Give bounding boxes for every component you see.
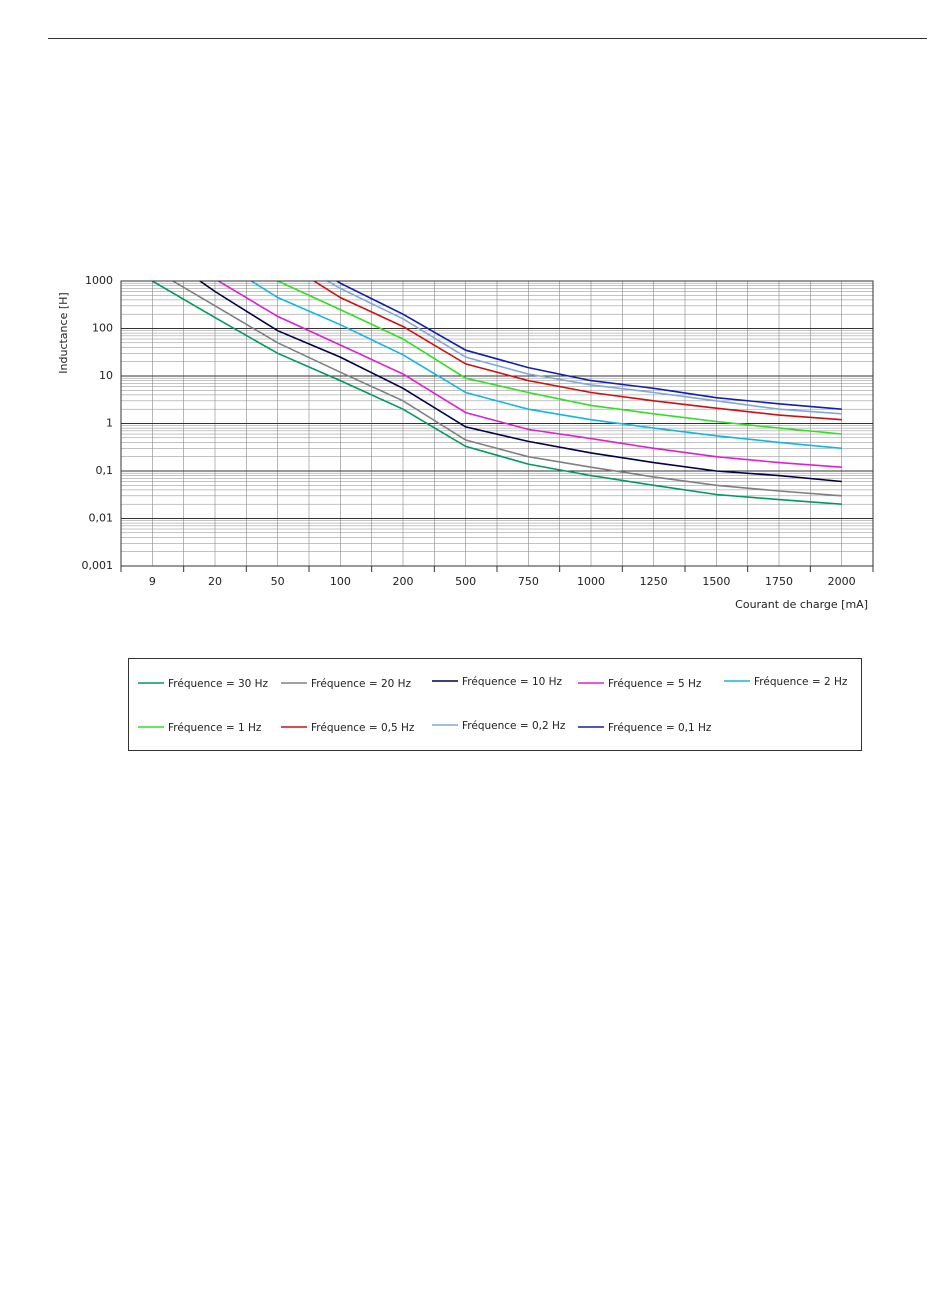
legend-label: Fréquence = 30 Hz xyxy=(168,678,269,690)
x-tick-label: 750 xyxy=(518,575,539,588)
y-tick-label: 0,01 xyxy=(89,512,114,525)
x-tick-label: 1250 xyxy=(640,575,668,588)
series-line xyxy=(325,281,842,415)
lines xyxy=(151,281,842,505)
y-axis-label: Inductance [H] xyxy=(57,292,70,373)
legend-label: Fréquence = 1 Hz xyxy=(168,722,262,734)
series-line xyxy=(312,281,842,421)
x-tick-label: 1000 xyxy=(577,575,605,588)
series-line xyxy=(151,281,842,505)
legend-label: Fréquence = 10 Hz xyxy=(462,676,563,688)
series-line xyxy=(249,281,842,450)
legend-label: Fréquence = 20 Hz xyxy=(311,678,412,690)
series-line xyxy=(171,281,842,497)
y-tick-label: 0,001 xyxy=(82,559,114,572)
x-tick-label: 100 xyxy=(330,575,351,588)
x-tick-label: 500 xyxy=(455,575,476,588)
legend xyxy=(128,658,862,751)
x-axis-label: Courant de charge [mA] xyxy=(735,598,868,611)
x-tick-label: 200 xyxy=(393,575,414,588)
legend-label: Fréquence = 5 Hz xyxy=(608,678,702,690)
x-tick-label: 1750 xyxy=(765,575,793,588)
legend-label: Fréquence = 0,2 Hz xyxy=(462,720,566,732)
x-tick-label: 50 xyxy=(271,575,285,588)
legend-label: Fréquence = 0,5 Hz xyxy=(311,722,415,734)
x-tick-label: 1500 xyxy=(702,575,730,588)
series-line xyxy=(335,281,842,410)
y-tick-label: 1 xyxy=(106,417,113,430)
series-line xyxy=(216,281,842,468)
x-tick-label: 2000 xyxy=(828,575,856,588)
plot-frame xyxy=(120,280,874,567)
legend-label: Fréquence = 0,1 Hz xyxy=(608,722,712,734)
x-tick-label: 9 xyxy=(149,575,156,588)
series-line xyxy=(198,281,842,483)
y-tick-label: 10 xyxy=(99,369,113,382)
legend-label: Fréquence = 2 Hz xyxy=(754,676,848,688)
y-tick-label: 0,1 xyxy=(96,464,114,477)
x-tick-label: 20 xyxy=(208,575,222,588)
series-line xyxy=(277,281,842,435)
y-tick-label: 1000 xyxy=(85,274,113,287)
y-tick-label: 100 xyxy=(92,322,113,335)
